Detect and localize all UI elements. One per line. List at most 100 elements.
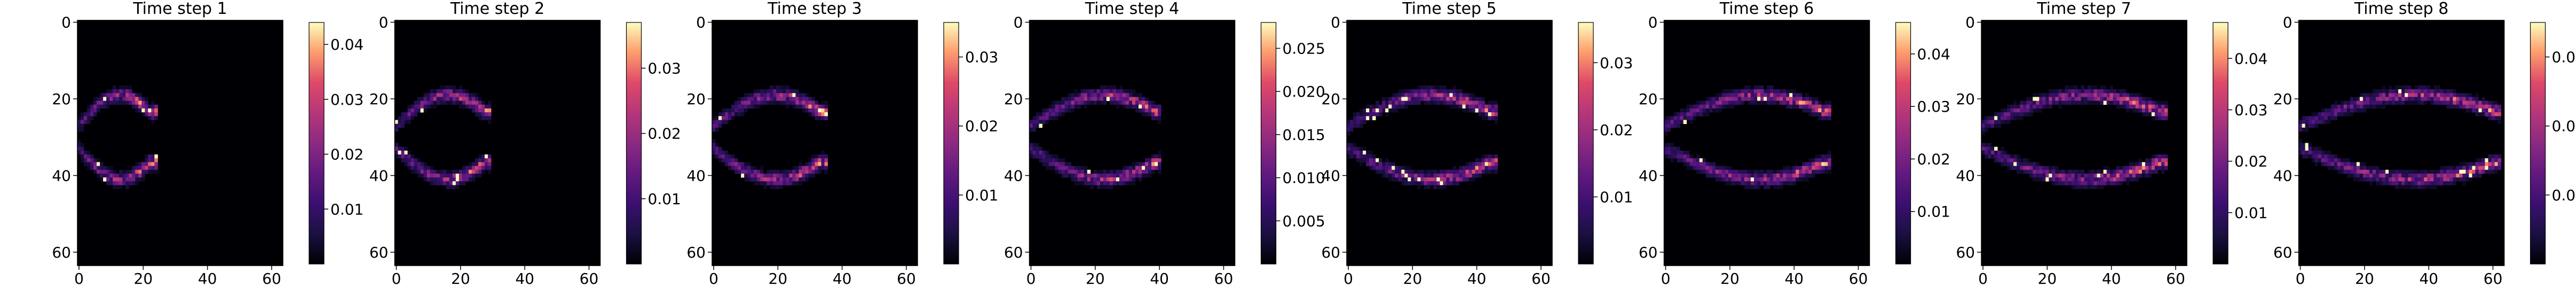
y-tick-label: 20 [369,90,389,108]
y-tick-label: 0 [1331,14,1340,32]
x-tick-label: 60 [897,270,916,288]
x-tick-label: 60 [1214,270,1234,288]
x-tick-label: 0 [709,270,718,288]
heatmap-background [395,20,600,266]
colorbar [2213,22,2228,264]
y-tick-label: 20 [52,90,71,108]
colorbar [944,22,959,264]
colorbar-tick-label: 0.01 [1600,188,1633,206]
colorbar [1578,22,1593,264]
y-tick-label: 0 [1014,14,1023,32]
x-tick-label: 0 [2296,270,2305,288]
y-tick-label: 0 [61,14,71,32]
x-tick-label: 40 [198,270,217,288]
heatmap-background [712,20,918,266]
colorbar-tick-label: 0.03 [1917,98,1950,115]
panel-title: Time step 2 [450,0,544,18]
x-tick-label: 0 [1026,270,1036,288]
y-tick-label: 40 [2273,167,2293,184]
colorbar-tick-label: 0.06 [2552,49,2576,66]
y-tick-label: 60 [1004,244,1023,261]
y-tick-label: 60 [686,244,706,261]
y-tick-label: 40 [1639,167,1658,184]
x-tick-label: 20 [1086,270,1105,288]
x-tick-label: 0 [392,270,401,288]
heatmap-background [2299,20,2504,266]
y-tick-label: 40 [1956,167,1975,184]
y-tick-label: 0 [379,14,389,32]
x-tick-label: 60 [262,270,281,288]
colorbar [627,22,642,264]
panel-title: Time step 8 [2354,0,2448,18]
y-tick-label: 20 [1321,90,1340,108]
x-tick-label: 40 [1150,270,1169,288]
x-tick-label: 40 [1784,270,1804,288]
colorbar-tick-label: 0.005 [1283,212,1325,230]
colorbar-tick-label: 0.04 [1917,45,1950,63]
y-tick-label: 60 [1956,244,1975,261]
y-tick-label: 40 [52,167,71,184]
y-tick-label: 40 [1321,167,1340,184]
y-tick-label: 20 [2273,90,2293,108]
colorbar [1261,22,1276,264]
x-tick-label: 20 [769,270,788,288]
heatmap-background [77,20,283,266]
x-tick-label: 0 [74,270,84,288]
x-tick-label: 20 [1403,270,1423,288]
colorbar-tick-label: 0.04 [330,36,364,53]
heatmap-background [1664,20,1870,266]
colorbar [1896,22,1911,264]
panel-title: Time step 7 [2036,0,2131,18]
y-tick-label: 60 [52,244,71,261]
x-tick-label: 0 [1344,270,1353,288]
panel-title: Time step 1 [132,0,227,18]
colorbar-tick-label: 0.02 [1600,121,1633,139]
heatmap-background [1981,20,2187,266]
colorbar-tick-label: 0.03 [330,91,364,108]
y-tick-label: 60 [1321,244,1340,261]
x-tick-label: 20 [2038,270,2057,288]
colorbar-tick-label: 0.02 [2552,187,2576,204]
x-tick-label: 40 [515,270,534,288]
colorbar-tick-label: 0.02 [965,118,998,135]
x-tick-label: 0 [1978,270,1988,288]
y-tick-label: 60 [369,244,389,261]
x-tick-label: 40 [2102,270,2121,288]
y-tick-label: 60 [1639,244,1658,261]
x-tick-label: 60 [2166,270,2185,288]
x-tick-label: 40 [833,270,852,288]
colorbar-tick-label: 0.03 [2234,101,2267,119]
colorbar-tick-label: 0.010 [1283,169,1325,187]
x-tick-label: 60 [1531,270,1551,288]
x-tick-label: 20 [2355,270,2374,288]
heatmap-background [1347,20,1552,266]
heatmap-background [1030,20,1235,266]
y-tick-label: 0 [2283,14,2293,32]
panel-title: Time step 5 [1402,0,1496,18]
colorbar-tick-label: 0.03 [1600,54,1633,72]
y-tick-label: 0 [1965,14,1975,32]
panel-title: Time step 6 [1719,0,1814,18]
colorbar-tick-label: 0.02 [330,146,364,164]
colorbar-tick-label: 0.01 [330,200,364,218]
x-tick-label: 40 [2419,270,2438,288]
y-tick-label: 40 [1004,167,1023,184]
colorbar-tick-label: 0.01 [648,190,681,208]
colorbar-tick-label: 0.01 [965,187,998,204]
x-tick-label: 20 [1720,270,1740,288]
colorbar-tick-label: 0.01 [2234,204,2267,222]
colorbar-tick-label: 0.01 [1917,203,1950,221]
x-tick-label: 40 [1467,270,1487,288]
colorbar-tick-label: 0.02 [648,125,681,143]
y-tick-label: 20 [1639,90,1658,108]
colorbar-tick-label: 0.020 [1283,83,1325,100]
y-tick-label: 20 [686,90,706,108]
x-tick-label: 60 [1849,270,1868,288]
